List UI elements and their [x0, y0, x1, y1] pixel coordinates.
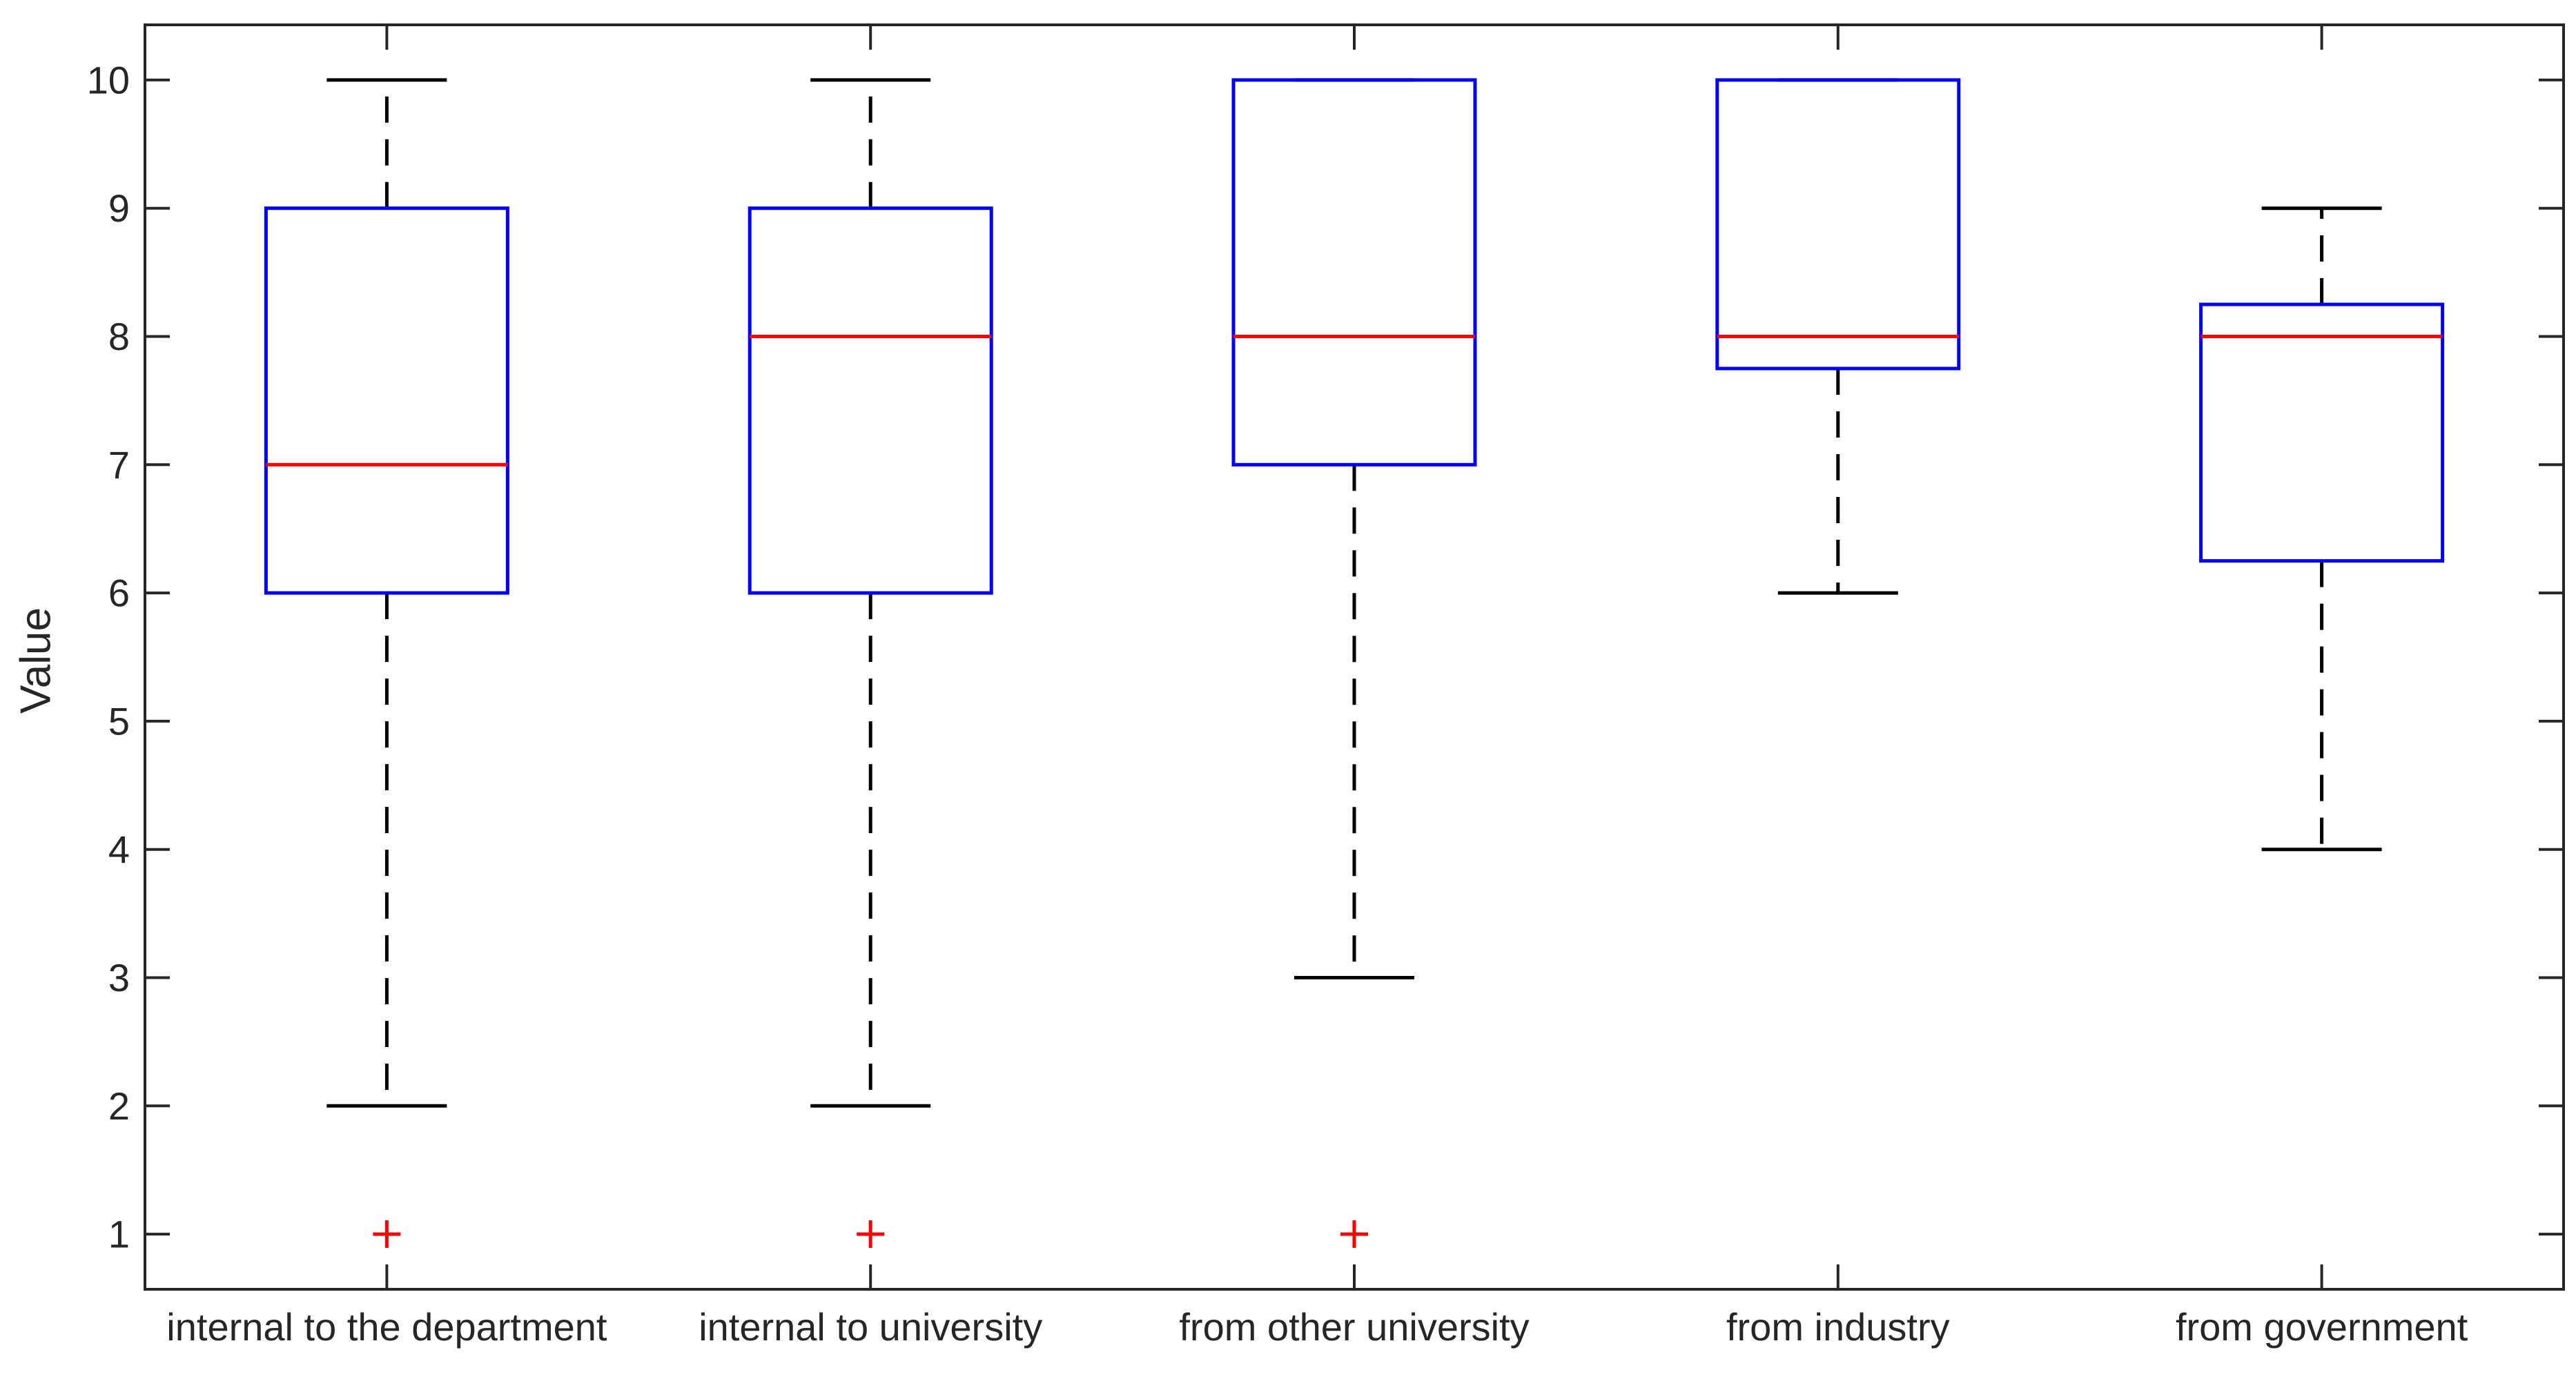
y-tick-label: 1 — [108, 1213, 130, 1256]
iqr-box — [748, 206, 993, 595]
y-tick-label: 6 — [108, 571, 130, 615]
outlier-marker — [373, 1220, 401, 1249]
y-tick-label: 8 — [108, 315, 130, 358]
axes-layer — [144, 23, 2565, 1291]
box-group — [1715, 78, 1961, 595]
y-tick-label: 2 — [108, 1084, 130, 1128]
iqr-box — [2199, 302, 2445, 563]
y-tick-label: 9 — [108, 186, 130, 230]
iqr-box — [1231, 78, 1477, 467]
x-tick-label: from government — [2176, 1305, 2468, 1349]
boxes-layer — [264, 78, 2445, 1249]
outlier-marker — [1340, 1220, 1368, 1249]
y-tick-label: 5 — [108, 699, 130, 743]
iqr-box — [1715, 78, 1961, 371]
y-tick-label: 3 — [108, 956, 130, 999]
x-tick-label: from other university — [1179, 1305, 1529, 1349]
iqr-box — [264, 206, 509, 595]
box-group — [264, 78, 509, 1249]
y-tick-label: 7 — [108, 443, 130, 487]
y-tick-label: 10 — [87, 58, 130, 101]
box-group — [748, 78, 993, 1249]
y-tick-label: 4 — [108, 828, 130, 871]
x-tick-label: from industry — [1726, 1305, 1950, 1349]
box-group — [2199, 206, 2445, 852]
x-tick-label: internal to the department — [166, 1305, 607, 1349]
y-axis-label: Value — [12, 607, 60, 714]
outlier-marker — [857, 1220, 885, 1249]
labels-layer: 1 2 3 4 5 6 7 8 9 10 internal to the department int… — [87, 58, 2468, 1349]
box-group — [1231, 78, 1477, 1249]
x-tick-label: internal to university — [699, 1305, 1042, 1349]
